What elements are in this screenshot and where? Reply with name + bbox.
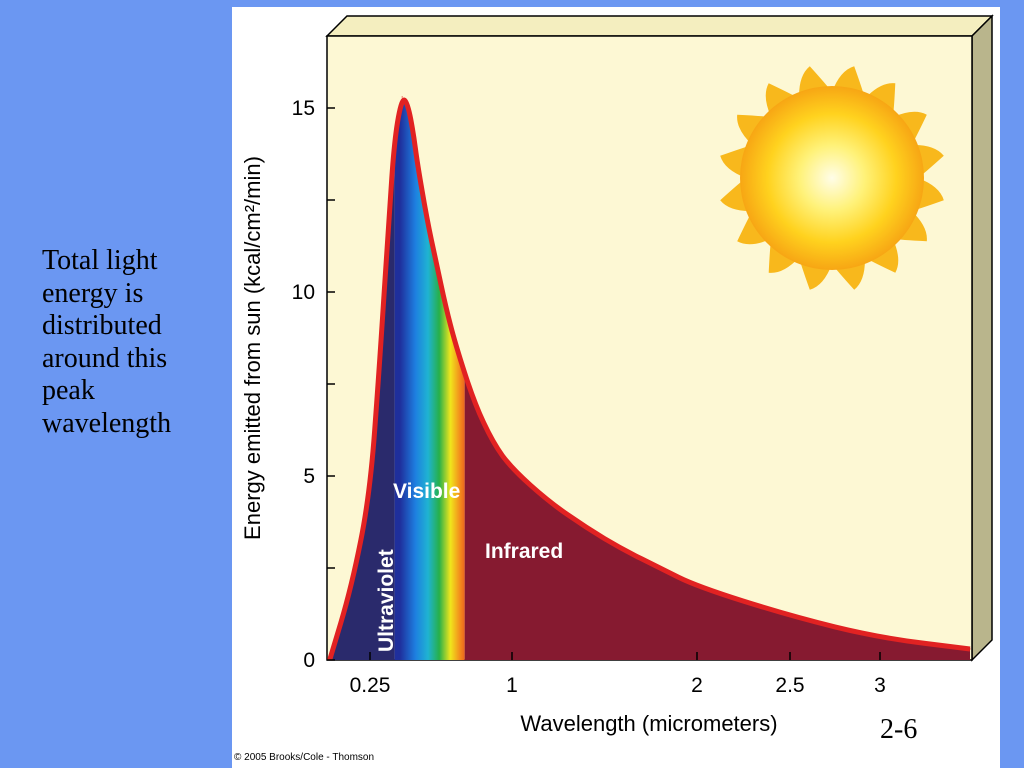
x-tick-label: 2 bbox=[691, 674, 703, 697]
data-point bbox=[435, 261, 437, 264]
data-point bbox=[454, 342, 456, 345]
data-point bbox=[585, 526, 587, 529]
data-point bbox=[492, 442, 494, 444]
data-point bbox=[407, 103, 409, 105]
data-point bbox=[789, 615, 791, 617]
data-point bbox=[351, 585, 353, 588]
data-point bbox=[445, 306, 447, 308]
data-point bbox=[696, 585, 698, 588]
chart: Ultraviolet Visible Infrared 0 5 10 15 0.25 1 2 2.… bbox=[240, 14, 994, 736]
band-label-infrared: Infrared bbox=[485, 540, 563, 563]
data-point bbox=[548, 501, 550, 503]
x-axis-label: Wavelength (micrometers) bbox=[520, 711, 777, 736]
data-point bbox=[378, 365, 381, 367]
x-tick-label: 0.25 bbox=[350, 674, 391, 697]
data-point bbox=[388, 217, 390, 219]
plot-side-face bbox=[971, 14, 993, 662]
data-point bbox=[473, 401, 475, 403]
data-point bbox=[426, 217, 428, 219]
data-point bbox=[879, 637, 881, 639]
y-tick-label: 15 bbox=[292, 97, 315, 120]
x-tick-label: 2.5 bbox=[775, 674, 804, 697]
y-axis-label: Energy emitted from sun (kcal/cm²/min) bbox=[240, 156, 265, 540]
data-point bbox=[511, 468, 513, 470]
data-point bbox=[622, 549, 624, 551]
y-tick-label: 5 bbox=[303, 465, 315, 488]
data-point bbox=[412, 133, 415, 135]
data-point bbox=[969, 648, 971, 650]
series-line bbox=[327, 97, 971, 663]
chart-panel: Ultraviolet Visible Infrared 0 5 10 15 0.25 1 2 2.… bbox=[232, 7, 1000, 768]
copyright-credit: © 2005 Brooks/Cole - Thomson bbox=[234, 752, 375, 763]
data-points bbox=[329, 96, 971, 661]
slide-number: 2-6 bbox=[880, 714, 918, 745]
band-label-visible: Visible bbox=[393, 480, 460, 503]
sun-disc bbox=[740, 86, 924, 270]
side-caption: Total light energy is distributed around… bbox=[42, 245, 172, 439]
x-tick-label: 1 bbox=[506, 674, 518, 697]
data-point bbox=[401, 96, 403, 98]
data-point bbox=[416, 162, 418, 164]
plot-top-face bbox=[325, 15, 994, 37]
y-tick-label: 10 bbox=[292, 281, 315, 304]
band-label-ultraviolet: Ultraviolet bbox=[375, 549, 398, 652]
data-point bbox=[659, 567, 661, 569]
sun-icon bbox=[720, 66, 944, 290]
data-point bbox=[369, 493, 371, 495]
data-point bbox=[394, 136, 396, 139]
y-tick-label: 0 bbox=[303, 649, 315, 672]
x-tick-label: 3 bbox=[874, 674, 886, 697]
